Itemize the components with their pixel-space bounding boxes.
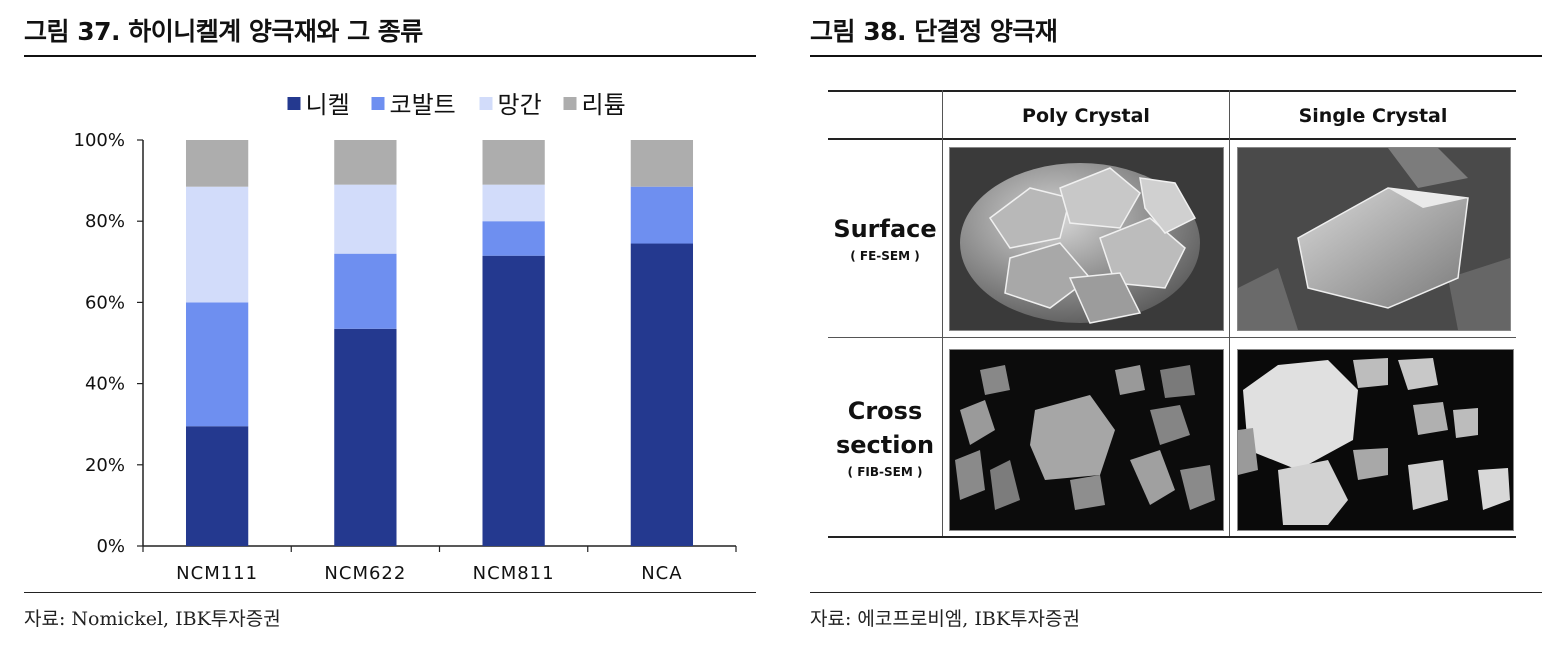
bar-segment-ncm622-3 (334, 140, 397, 185)
y-tick-label: 40% (85, 374, 125, 395)
x-category-label: NCM111 (176, 563, 258, 584)
x-category-label: NCM811 (473, 563, 555, 584)
y-tick-label: 0% (96, 536, 125, 557)
bar-segment-ncm622-0 (334, 328, 397, 546)
row-header-surface: Surface ( FE-SEM ) (828, 212, 942, 266)
legend-swatch-3 (563, 97, 577, 110)
table-header-line (828, 138, 1516, 140)
row-label-surface: Surface (833, 215, 937, 243)
row-sublabel-fib-sem: ( FIB-SEM ) (847, 465, 923, 479)
row-sublabel-fe-sem: ( FE-SEM ) (850, 249, 920, 263)
table-row-divider (828, 337, 1516, 338)
right-bottom-rule (810, 592, 1542, 593)
table-top-line (828, 90, 1516, 92)
x-category-label: NCA (641, 563, 682, 584)
bar-segment-ncm622-1 (334, 253, 397, 329)
bar-segment-ncm811-0 (482, 255, 545, 546)
left-bottom-rule (24, 592, 756, 593)
sem-image-poly-surface (949, 147, 1224, 331)
legend-label-0: 니켈 (306, 91, 350, 119)
right-figure-title: 그림 38. 단결정 양극재 (810, 17, 1058, 46)
bar-segment-ncm111-0 (185, 426, 249, 546)
table-col-divider-1 (942, 90, 943, 536)
table-col-divider-2 (1229, 90, 1230, 536)
table-bottom-line (828, 536, 1516, 538)
bar-segment-ncm111-3 (185, 140, 249, 187)
legend-label-3: 리튬 (582, 91, 626, 119)
left-figure-title: 그림 37. 하이니켈계 양극재와 그 종류 (24, 17, 423, 46)
bar-segment-nca-1 (630, 186, 694, 244)
bar-segment-nca-3 (630, 140, 694, 187)
stacked-bar-chart: 0% 20% 40% 60% 80% 100% NCM111 NCM622 NCM811 NCA 니… (74, 91, 737, 584)
sem-image-poly-cross-section (949, 349, 1224, 531)
legend-label-1: 코발트 (390, 91, 456, 119)
bar-segment-nca-0 (630, 243, 694, 546)
legend-label-2: 망간 (498, 91, 542, 119)
column-header-single: Single Crystal (1298, 105, 1448, 127)
left-source: 자료: Nomickel, IBK투자증권 (24, 608, 281, 630)
x-category-label: NCM622 (324, 563, 406, 584)
legend-swatch-2 (479, 97, 493, 110)
left-title-rule (24, 55, 756, 57)
bar-segment-ncm111-2 (185, 186, 249, 303)
bar-segment-ncm811-3 (482, 140, 545, 185)
legend-swatch-1 (371, 97, 385, 110)
right-source: 자료: 에코프로비엠, IBK투자증권 (810, 608, 1080, 630)
legend-swatch-0 (287, 97, 301, 110)
y-tick-label: 20% (85, 455, 125, 476)
bar-segment-ncm622-2 (334, 184, 397, 254)
y-tick-label: 80% (85, 211, 125, 232)
sem-image-single-surface (1237, 147, 1511, 331)
row-label-section: section (835, 431, 935, 459)
row-header-cross-section: Cross section ( FIB-SEM ) (828, 394, 942, 482)
right-title-rule (810, 55, 1542, 57)
column-header-poly: Poly Crystal (1022, 105, 1150, 127)
y-tick-label: 100% (74, 130, 125, 151)
bar-segment-ncm111-1 (185, 302, 249, 427)
row-label-cross: Cross (847, 397, 923, 425)
y-tick-label: 60% (85, 292, 125, 313)
bar-segment-ncm811-1 (482, 221, 545, 256)
sem-image-single-cross-section (1237, 349, 1514, 531)
bar-segment-ncm811-2 (482, 184, 545, 222)
